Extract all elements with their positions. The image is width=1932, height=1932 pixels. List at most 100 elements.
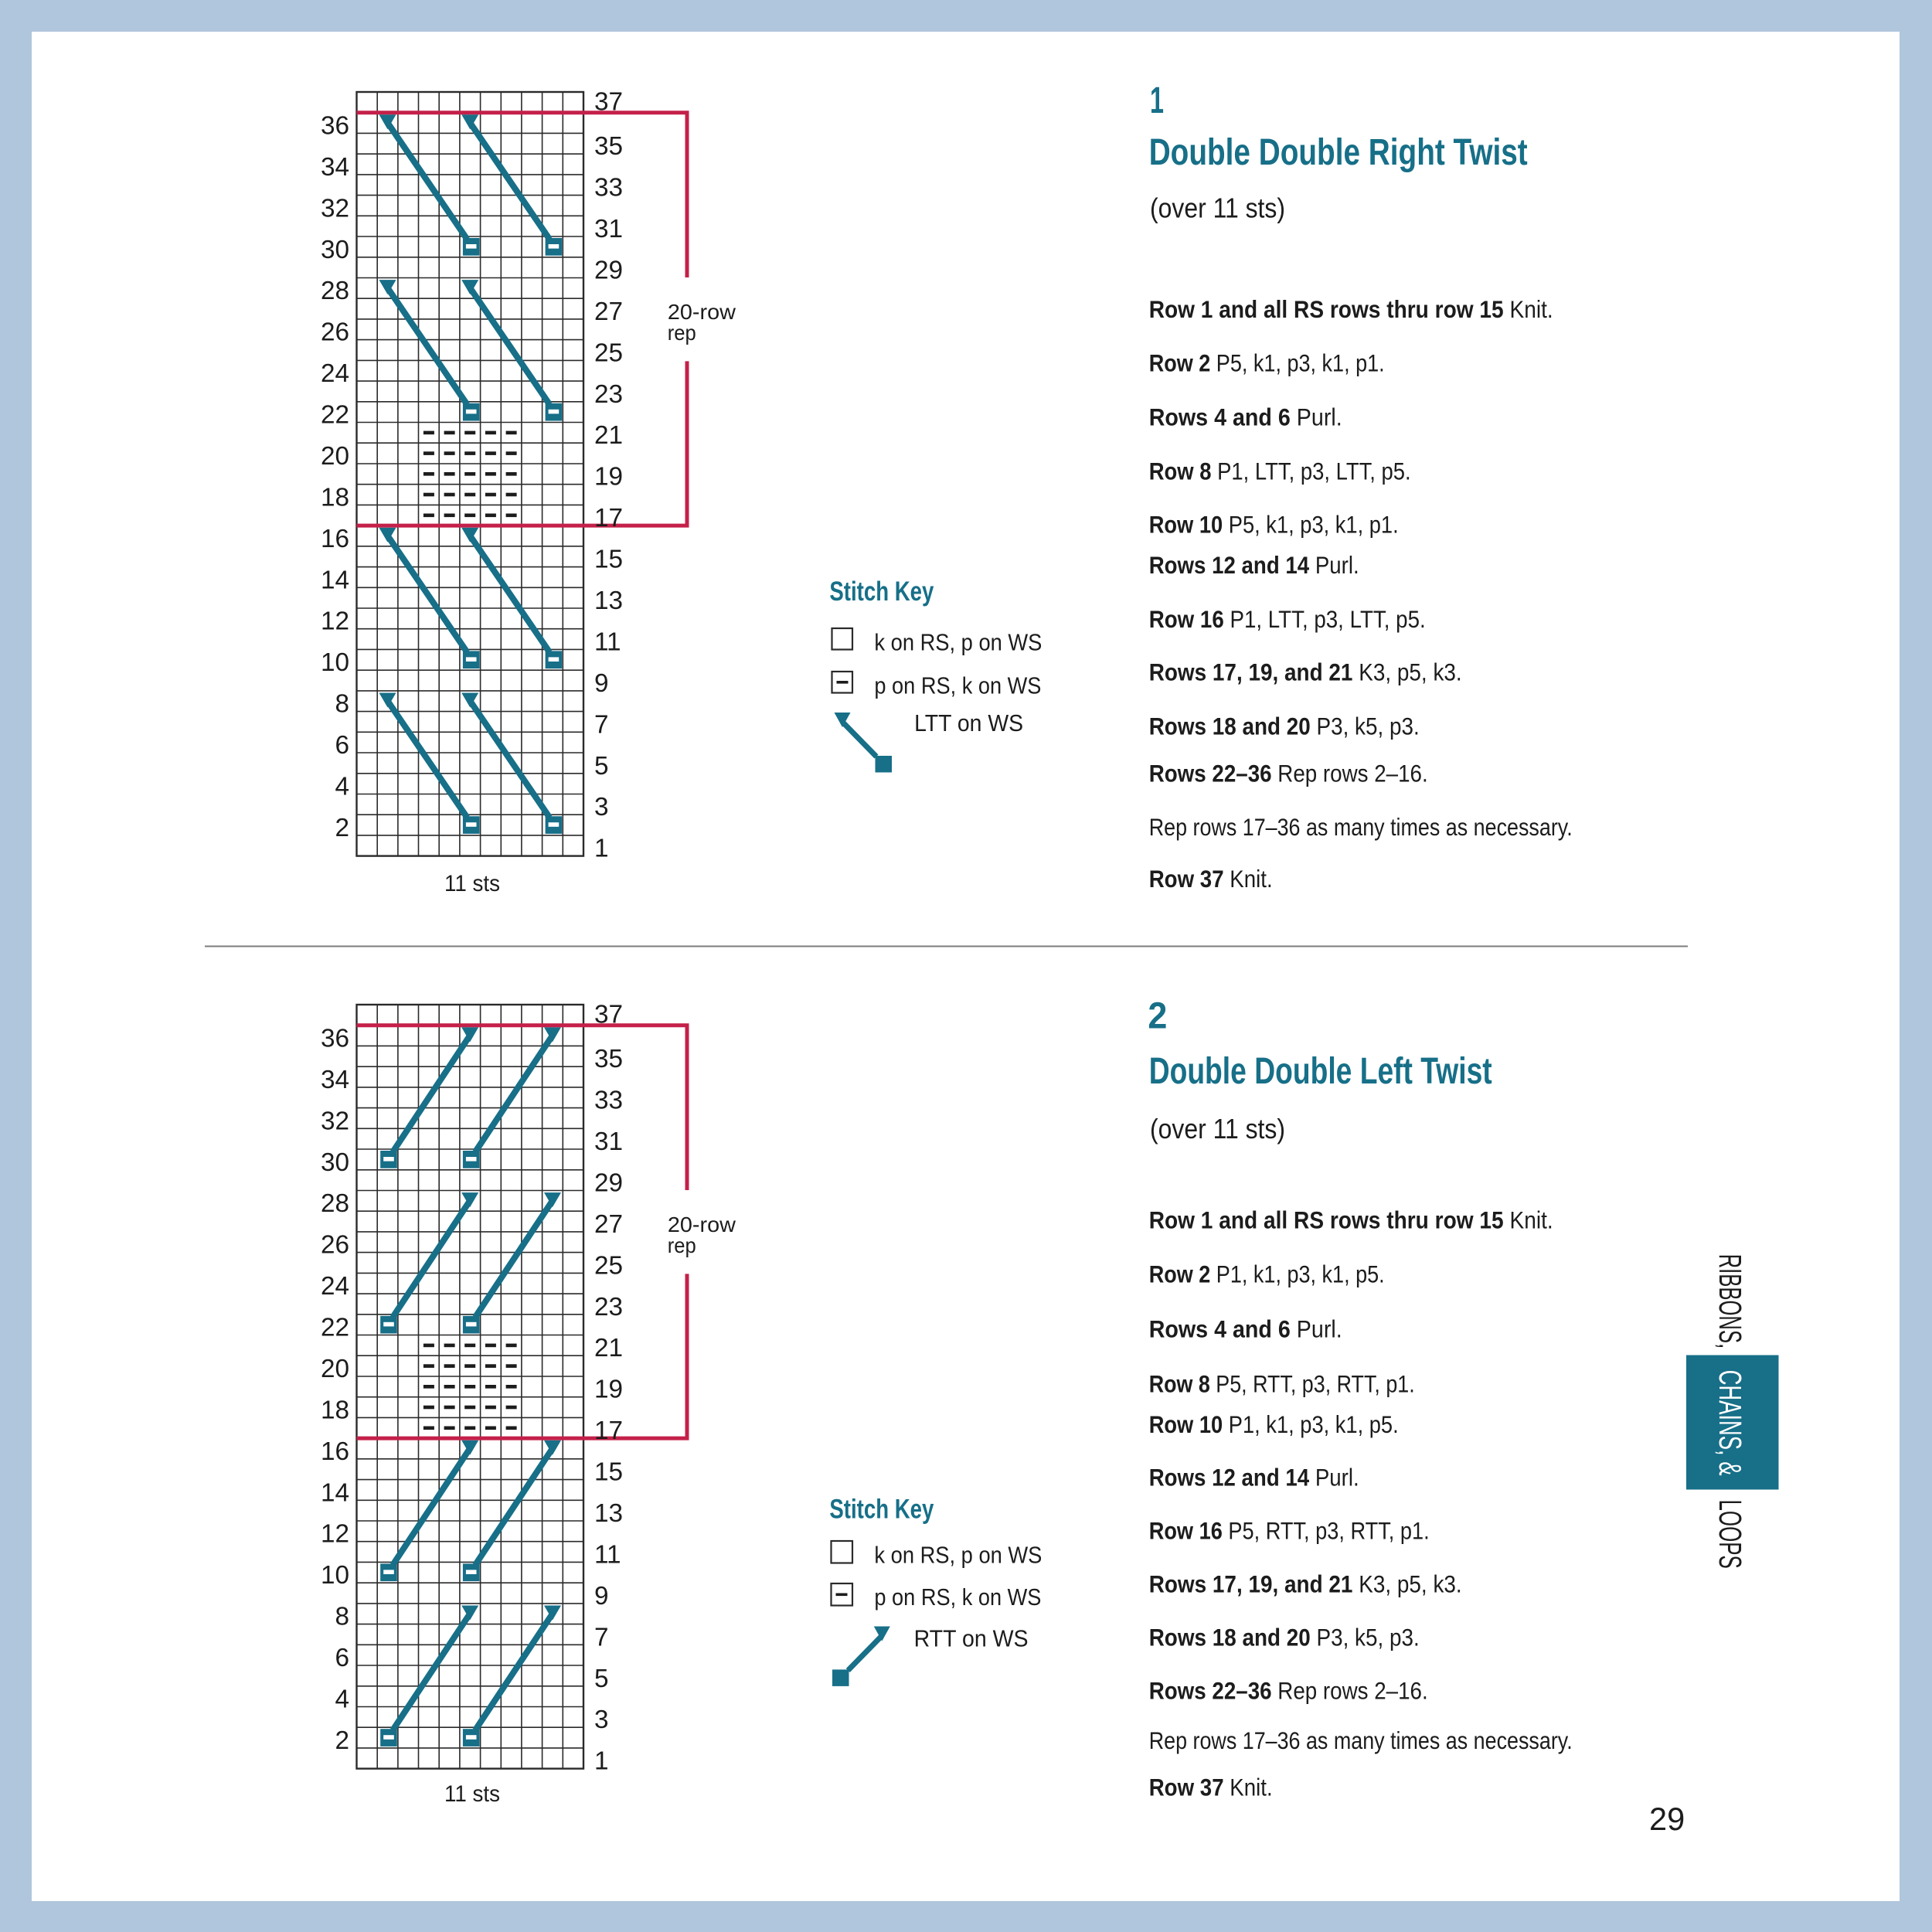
svg-text:17: 17 (594, 504, 623, 532)
svg-text:6: 6 (335, 1644, 349, 1672)
svg-text:15: 15 (594, 546, 623, 574)
svg-text:30: 30 (321, 236, 349, 264)
svg-text:Rep rows 17–36 as many times a: Rep rows 17–36 as many times as necessar… (1149, 1727, 1573, 1754)
svg-text:34: 34 (321, 1066, 349, 1094)
svg-text:37: 37 (594, 1001, 623, 1029)
svg-text:15: 15 (594, 1458, 623, 1487)
svg-text:32: 32 (321, 194, 349, 223)
svg-text:CHAINS, &: CHAINS, & (1713, 1370, 1748, 1476)
svg-text:25: 25 (594, 338, 623, 367)
svg-text:12: 12 (321, 607, 349, 636)
svg-text:1: 1 (594, 1747, 609, 1776)
svg-text:6: 6 (335, 731, 349, 760)
svg-text:Rows 18 and 20 P3, k5, p3.: Rows 18 and 20 P3, k5, p3. (1149, 1624, 1420, 1651)
svg-text:k on RS, p on WS: k on RS, p on WS (874, 629, 1042, 655)
svg-text:Row 37 Knit.: Row 37 Knit. (1149, 1774, 1273, 1801)
svg-text:9: 9 (594, 669, 609, 698)
svg-text:30: 30 (321, 1148, 349, 1177)
svg-text:5: 5 (594, 1665, 609, 1693)
svg-text:3: 3 (594, 793, 609, 821)
svg-text:Row 8 P1, LTT, p3, LTT, p5.: Row 8 P1, LTT, p3, LTT, p5. (1149, 457, 1411, 485)
svg-text:Row 10 P5, k1, p3, k1, p1.: Row 10 P5, k1, p3, k1, p1. (1149, 512, 1399, 539)
svg-text:Stitch Key: Stitch Key (829, 577, 934, 607)
svg-text:10: 10 (321, 1561, 349, 1590)
svg-text:Row 8 P5, RTT, p3, RTT, p1.: Row 8 P5, RTT, p3, RTT, p1. (1149, 1370, 1415, 1397)
svg-text:LTT on WS: LTT on WS (914, 710, 1023, 736)
svg-text:2: 2 (335, 1726, 349, 1755)
svg-text:33: 33 (594, 1087, 623, 1115)
svg-text:Rows 12 and 14 Purl.: Rows 12 and 14 Purl. (1149, 552, 1359, 579)
svg-text:16: 16 (321, 525, 349, 553)
svg-text:33: 33 (594, 174, 623, 202)
svg-text:29: 29 (594, 1169, 623, 1198)
svg-text:14: 14 (321, 1478, 349, 1507)
svg-text:29: 29 (594, 257, 623, 285)
svg-text:Row 16 P1, LTT, p3, LTT, p5.: Row 16 P1, LTT, p3, LTT, p5. (1149, 606, 1426, 633)
svg-text:2: 2 (335, 814, 349, 842)
svg-text:20: 20 (321, 1355, 349, 1383)
svg-text:27: 27 (594, 1210, 623, 1239)
svg-text:Row 16 P5, RTT, p3, RTT, p1.: Row 16 P5, RTT, p3, RTT, p1. (1149, 1517, 1430, 1544)
svg-text:p on RS, k on WS: p on RS, k on WS (874, 673, 1041, 699)
svg-text:21: 21 (594, 421, 623, 450)
svg-text:32: 32 (321, 1107, 349, 1135)
svg-text:12: 12 (321, 1520, 349, 1549)
svg-text:p on RS, k on WS: p on RS, k on WS (874, 1584, 1041, 1611)
svg-text:20-row: 20-row (668, 1213, 736, 1236)
svg-text:21: 21 (594, 1334, 623, 1362)
svg-text:5: 5 (594, 752, 609, 781)
svg-text:Row 37 Knit.: Row 37 Knit. (1149, 866, 1273, 893)
svg-text:Rows 17, 19, and 21 K3, p5, k3: Rows 17, 19, and 21 K3, p5, k3. (1149, 1571, 1462, 1598)
svg-text:23: 23 (594, 380, 623, 409)
svg-text:Rows 18 and 20 P3, k5, p3.: Rows 18 and 20 P3, k5, p3. (1149, 713, 1420, 740)
svg-text:4: 4 (335, 773, 349, 801)
svg-text:Double Double Left Twist: Double Double Left Twist (1149, 1051, 1492, 1092)
svg-text:Rows 17, 19, and 21 K3, p5, k3: Rows 17, 19, and 21 K3, p5, k3. (1149, 659, 1462, 686)
svg-text:2: 2 (1148, 996, 1167, 1037)
svg-text:11: 11 (594, 628, 621, 656)
svg-text:RTT on WS: RTT on WS (914, 1626, 1029, 1652)
svg-text:36: 36 (321, 1024, 349, 1053)
svg-text:Row 10 P1, k1, p3, k1, p5.: Row 10 P1, k1, p3, k1, p5. (1149, 1411, 1399, 1438)
svg-text:14: 14 (321, 566, 349, 594)
svg-text:23: 23 (594, 1293, 623, 1321)
svg-text:11: 11 (594, 1540, 621, 1569)
svg-text:16: 16 (321, 1437, 349, 1466)
svg-text:7: 7 (594, 710, 609, 739)
svg-text:Row 2 P1, k1, p3, k1, p5.: Row 2 P1, k1, p3, k1, p5. (1149, 1261, 1385, 1288)
svg-text:Double Double Right Twist: Double Double Right Twist (1149, 132, 1528, 173)
svg-text:31: 31 (594, 215, 623, 243)
svg-text:9: 9 (594, 1582, 609, 1611)
svg-text:(over 11 sts): (over 11 sts) (1150, 192, 1285, 223)
svg-text:k on RS, p on WS: k on RS, p on WS (874, 1543, 1042, 1569)
svg-text:26: 26 (321, 318, 349, 347)
svg-text:27: 27 (594, 298, 623, 326)
svg-text:7: 7 (594, 1623, 609, 1651)
svg-text:rep: rep (668, 1233, 696, 1257)
svg-text:8: 8 (335, 1603, 349, 1631)
svg-text:8: 8 (335, 690, 349, 719)
svg-text:rep: rep (668, 321, 696, 345)
svg-text:18: 18 (321, 483, 349, 512)
svg-text:Stitch Key: Stitch Key (829, 1495, 934, 1525)
svg-text:Row 1 and all RS rows thru row: Row 1 and all RS rows thru row 15 Knit. (1149, 296, 1553, 323)
svg-text:Rows 12 and 14 Purl.: Rows 12 and 14 Purl. (1149, 1464, 1359, 1492)
svg-text:31: 31 (594, 1128, 623, 1156)
svg-text:13: 13 (594, 587, 623, 615)
svg-text:3: 3 (594, 1706, 609, 1734)
svg-text:Rows 22–36 Rep rows 2–16.: Rows 22–36 Rep rows 2–16. (1149, 1678, 1428, 1705)
svg-text:Row 2 P5, k1, p3, k1, p1.: Row 2 P5, k1, p3, k1, p1. (1149, 350, 1385, 377)
svg-text:22: 22 (321, 401, 349, 430)
svg-text:10: 10 (321, 648, 349, 677)
svg-text:35: 35 (594, 1045, 623, 1073)
svg-text:1: 1 (1150, 80, 1164, 121)
svg-text:24: 24 (321, 359, 349, 388)
svg-text:36: 36 (321, 111, 349, 140)
svg-text:18: 18 (321, 1396, 349, 1424)
svg-text:22: 22 (321, 1314, 349, 1342)
svg-text:37: 37 (594, 88, 623, 117)
svg-text:20-row: 20-row (668, 300, 736, 324)
svg-text:RIBBONS,: RIBBONS, (1713, 1254, 1748, 1349)
svg-text:26: 26 (321, 1231, 349, 1260)
svg-text:24: 24 (321, 1272, 349, 1301)
